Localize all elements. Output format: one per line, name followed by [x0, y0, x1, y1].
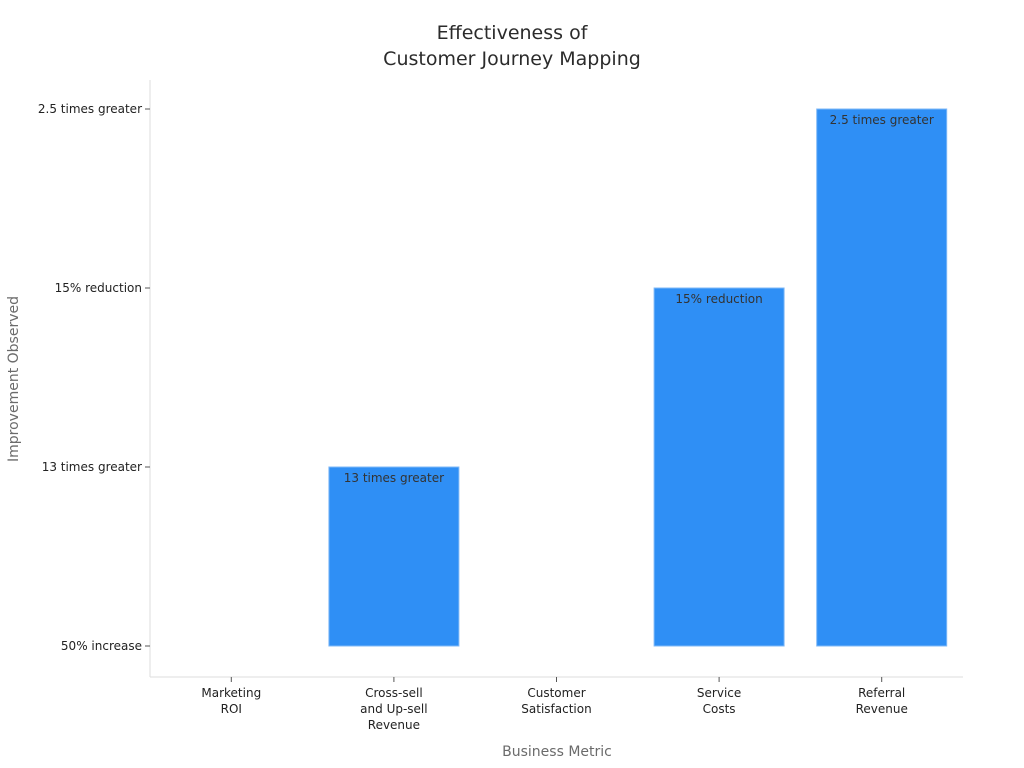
x-tick-label: Marketing	[201, 686, 261, 700]
x-ticks-group: Marketing ROI Cross-sell and Up-sell Revenue…	[201, 677, 908, 732]
x-tick-label: Revenue	[856, 702, 908, 716]
x-tick-label: Revenue	[368, 718, 420, 732]
chart-title-line-2: Customer Journey Mapping	[383, 48, 641, 70]
y-axis-title: Improvement Observed	[6, 296, 22, 462]
x-tick-label: Service	[697, 686, 741, 700]
y-tick-label: 15% reduction	[55, 281, 142, 295]
bar-data-label: 15% reduction	[675, 292, 762, 306]
bar	[653, 287, 785, 647]
y-tick-label: 2.5 times greater	[38, 102, 142, 116]
bar	[816, 108, 948, 647]
bar	[328, 466, 460, 647]
x-tick-label: Satisfaction	[521, 702, 591, 716]
x-tick-label: Customer	[527, 686, 585, 700]
chart-title: Effectiveness of Customer Journey Mappin…	[0, 20, 1024, 72]
x-tick-label: Referral	[858, 686, 905, 700]
bar-labels-group: 13 times greater 15% reduction 2.5 times g…	[344, 113, 934, 485]
bar-data-label: 13 times greater	[344, 471, 444, 485]
y-ticks-group: 50% increase 13 times greater 15% reductio…	[38, 102, 150, 653]
bar-data-label: 2.5 times greater	[830, 113, 934, 127]
x-tick-label: ROI	[221, 702, 242, 716]
chart-title-line-1: Effectiveness of	[436, 22, 588, 44]
x-axis-title: Business Metric	[502, 744, 612, 760]
y-tick-label: 50% increase	[61, 639, 142, 653]
bars-group	[328, 108, 948, 647]
x-tick-label: Cross-sell	[365, 686, 423, 700]
x-tick-label: Costs	[703, 702, 736, 716]
x-tick-label: and Up-sell	[360, 702, 427, 716]
y-tick-label: 13 times greater	[42, 460, 142, 474]
